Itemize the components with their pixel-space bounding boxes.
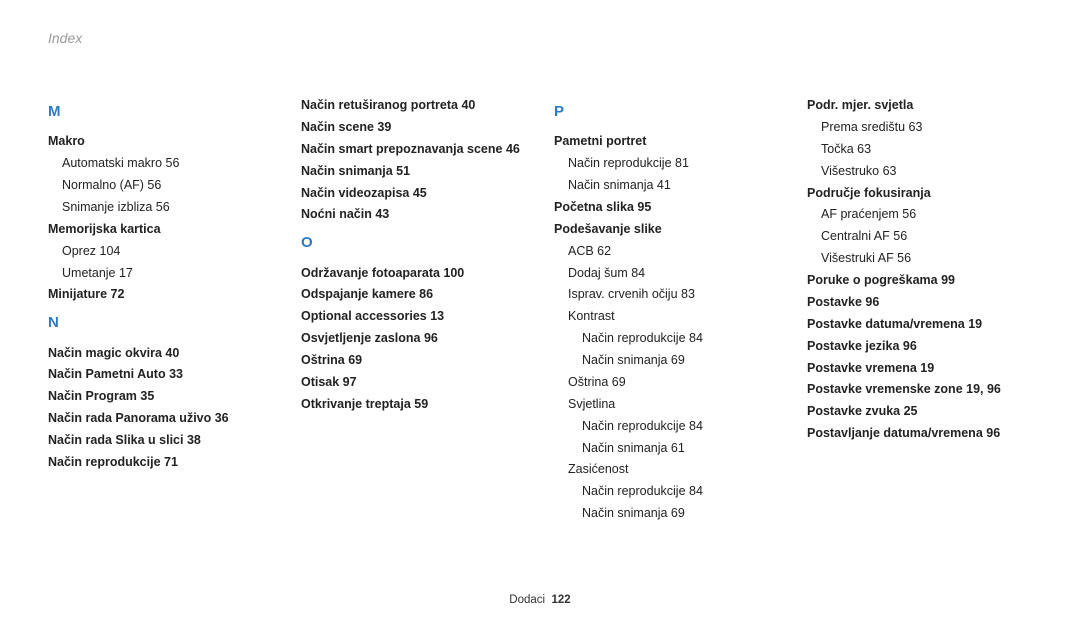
index-entry: Način snimanja 51 bbox=[301, 161, 526, 183]
index-entry: Postavke vremenske zone 19, 96 bbox=[807, 379, 1032, 401]
index-subentry: Svjetlina bbox=[554, 394, 779, 416]
index-subentry: Centralni AF 56 bbox=[807, 226, 1032, 248]
index-entry: Početna slika 95 bbox=[554, 197, 779, 219]
index-entry: Podr. mjer. svjetla bbox=[807, 95, 1032, 117]
index-subentry-l2: Način snimanja 69 bbox=[554, 350, 779, 372]
index-col-1: M MakroAutomatski makro 56Normalno (AF) 5… bbox=[48, 95, 273, 525]
index-entry: Način reprodukcije 71 bbox=[48, 452, 273, 474]
index-entry: Postavke 96 bbox=[807, 292, 1032, 314]
index-entry: Način smart prepoznavanja scene 46 bbox=[301, 139, 526, 161]
index-subentry: Točka 63 bbox=[807, 139, 1032, 161]
index-entry: Pametni portret bbox=[554, 131, 779, 153]
index-col-4: Podr. mjer. svjetlaPrema središtu 63Točk… bbox=[807, 95, 1032, 525]
index-entry: Odspajanje kamere 86 bbox=[301, 284, 526, 306]
index-entry: Noćni način 43 bbox=[301, 204, 526, 226]
index-subentry: Automatski makro 56 bbox=[48, 153, 273, 175]
index-col-3: PPametni portretNačin reprodukcije 81Nač… bbox=[554, 95, 779, 525]
index-subentry: Prema središtu 63 bbox=[807, 117, 1032, 139]
index-entry: Način retuširanog portreta 40 bbox=[301, 95, 526, 117]
index-entry: Memorijska kartica bbox=[48, 219, 273, 241]
index-letter: O bbox=[301, 230, 526, 256]
footer-label: Dodaci bbox=[509, 594, 545, 606]
index-entry: Postavke vremena 19 bbox=[807, 358, 1032, 380]
index-entry: Način rada Slika u slici 38 bbox=[48, 430, 273, 452]
index-entry: Optional accessories 13 bbox=[301, 306, 526, 328]
index-entry: Postavke datuma/vremena 19 bbox=[807, 314, 1032, 336]
index-entry: Način magic okvira 40 bbox=[48, 343, 273, 365]
index-subentry: Višestruko 63 bbox=[807, 161, 1032, 183]
index-subentry: Isprav. crvenih očiju 83 bbox=[554, 284, 779, 306]
index-subentry-l2: Način reprodukcije 84 bbox=[554, 416, 779, 438]
page-header: Index bbox=[48, 30, 82, 46]
index-entry: Oštrina 69 bbox=[301, 350, 526, 372]
index-entry: Način rada Panorama uživo 36 bbox=[48, 408, 273, 430]
index-subentry: Dodaj šum 84 bbox=[554, 263, 779, 285]
index-subentry: Višestruki AF 56 bbox=[807, 248, 1032, 270]
index-entry: Osvjetljenje zaslona 96 bbox=[301, 328, 526, 350]
index-subentry: Način reprodukcije 81 bbox=[554, 153, 779, 175]
index-columns: M MakroAutomatski makro 56Normalno (AF) 5… bbox=[48, 95, 1032, 525]
index-subentry-l2: Način reprodukcije 84 bbox=[554, 481, 779, 503]
index-entry: Otisak 97 bbox=[301, 372, 526, 394]
index-entry: Područje fokusiranja bbox=[807, 183, 1032, 205]
index-subentry: Umetanje 17 bbox=[48, 263, 273, 285]
index-subentry: Način snimanja 41 bbox=[554, 175, 779, 197]
index-entry: Postavke zvuka 25 bbox=[807, 401, 1032, 423]
index-entry: Održavanje fotoaparata 100 bbox=[301, 263, 526, 285]
index-subentry: Oprez 104 bbox=[48, 241, 273, 263]
index-entry: Postavljanje datuma/vremena 96 bbox=[807, 423, 1032, 445]
index-letter: P bbox=[554, 99, 779, 125]
index-entry: Podešavanje slike bbox=[554, 219, 779, 241]
index-entry: Način videozapisa 45 bbox=[301, 183, 526, 205]
index-subentry: Snimanje izbliza 56 bbox=[48, 197, 273, 219]
index-subentry: Normalno (AF) 56 bbox=[48, 175, 273, 197]
index-entry: Poruke o pogreškama 99 bbox=[807, 270, 1032, 292]
index-col-2: Način retuširanog portreta 40Način scene… bbox=[301, 95, 526, 525]
index-entry: Način scene 39 bbox=[301, 117, 526, 139]
index-subentry: Zasićenost bbox=[554, 459, 779, 481]
index-subentry-l2: Način snimanja 61 bbox=[554, 438, 779, 460]
index-subentry-l2: Način snimanja 69 bbox=[554, 503, 779, 525]
index-subentry: Oštrina 69 bbox=[554, 372, 779, 394]
index-subentry: Kontrast bbox=[554, 306, 779, 328]
index-letter: M bbox=[48, 99, 273, 125]
index-entry: Postavke jezika 96 bbox=[807, 336, 1032, 358]
index-subentry: AF praćenjem 56 bbox=[807, 204, 1032, 226]
index-letter: N bbox=[48, 310, 273, 336]
index-entry: Makro bbox=[48, 131, 273, 153]
index-entry: Način Pametni Auto 33 bbox=[48, 364, 273, 386]
index-subentry: ACB 62 bbox=[554, 241, 779, 263]
footer-page: 122 bbox=[552, 594, 571, 606]
index-entry: Otkrivanje treptaja 59 bbox=[301, 394, 526, 416]
index-entry: Način Program 35 bbox=[48, 386, 273, 408]
index-subentry-l2: Način reprodukcije 84 bbox=[554, 328, 779, 350]
page-footer: Dodaci 122 bbox=[0, 594, 1080, 606]
index-entry: Minijature 72 bbox=[48, 284, 273, 306]
